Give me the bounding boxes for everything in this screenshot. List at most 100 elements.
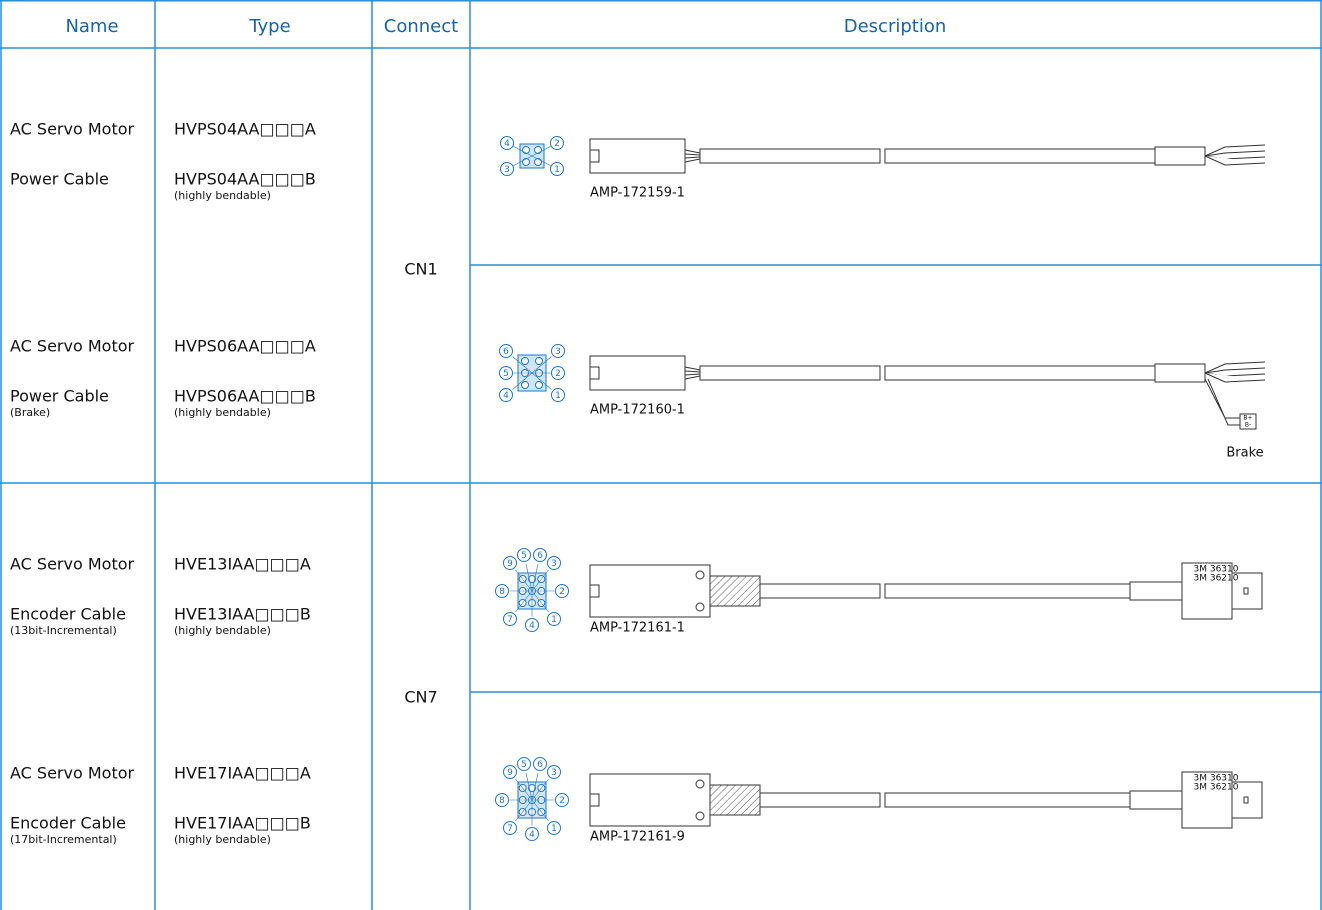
type: HVPS04AA□□□A [174,120,316,139]
brake-plug [1239,413,1257,430]
pin-number: 9 [507,559,513,569]
pin-circle [547,612,561,626]
pin-leader [513,145,533,157]
pin-hole [528,784,536,792]
wire [1204,372,1266,383]
plug [589,564,711,618]
pin-number: 3 [504,165,510,175]
pin-circle [503,821,517,835]
name: Power Cable [10,387,109,406]
type: HVPS06AA□□□B [174,387,316,406]
type-note: (highly bendable) [174,406,271,419]
pin-leader [512,356,533,374]
plug-latch [589,793,600,807]
pin-number: 1 [554,165,560,175]
pin-circle [547,765,561,779]
pin-circle [517,757,531,771]
pin-circle [500,136,514,150]
cable [884,148,1156,164]
type: HVE13IAA□□□B [174,605,311,624]
wire [684,373,701,376]
end-label: 3M 36210 [1194,574,1239,584]
pin-circle [503,556,517,570]
brake-wire [1204,378,1240,426]
pin-number: 2 [554,139,560,149]
pin-circle [555,793,569,807]
pin-hole [521,381,529,389]
name-note: (13bit-Incremental) [10,624,117,637]
pin-number: 5 [521,551,527,561]
type: HVE17IAA□□□A [174,764,311,783]
cable-boot [1154,363,1206,383]
cable-boot [1129,581,1186,601]
pin-number: 3 [551,559,557,569]
end-pin [1243,796,1249,804]
pin-number: 3 [551,768,557,778]
pin-leader [531,569,549,592]
pin-circle [550,136,564,150]
pin-number: 5 [503,369,509,379]
pin-number: 1 [551,824,557,834]
pin-circle [525,618,539,632]
pin-circle [495,793,509,807]
wire [1204,150,1266,157]
pin-circle [551,344,565,358]
pin-circle [495,584,509,598]
pin-circle [499,388,513,402]
screw [695,811,705,821]
name-note: (17bit-Incremental) [10,833,117,846]
type-note: (highly bendable) [174,833,271,846]
part-number: AMP-172160-1 [590,403,685,418]
plug-latch [589,366,600,380]
pin-circle [525,827,539,841]
pin-number: 7 [507,824,513,834]
connector: CN7 [404,688,437,707]
end-plug [1181,562,1233,620]
pin-hole [534,158,542,166]
pin-circle [503,765,517,779]
cable [884,583,1136,599]
pin-hole [534,146,542,154]
header: Description [844,16,947,37]
end-label: 3M 36310 [1194,565,1239,575]
name: AC Servo Motor [10,120,135,139]
pin-leader [525,563,533,592]
pin-circle [499,366,513,380]
pin-hole [535,357,543,365]
pin-hole [522,146,530,154]
pin-number: 4 [503,391,509,401]
pin-circle [547,821,561,835]
cable [759,792,881,808]
cable [699,365,881,381]
pin-number: 7 [507,615,513,625]
type: HVE13IAA□□□A [174,555,311,574]
cable [884,365,1156,381]
sleeve [709,784,761,816]
pin-leader [515,569,533,592]
pin-circle [547,556,561,570]
wire [684,153,701,156]
pin-number: 6 [537,551,543,561]
pin-number: 4 [504,139,510,149]
pin-circle [503,612,517,626]
pin-hole [528,575,536,583]
pin-number: 8 [499,587,505,597]
plug-latch [589,584,600,598]
header: Connect [384,16,458,37]
wire [684,158,701,163]
part-number: AMP-172159-1 [590,186,685,201]
pin-leader [513,155,533,167]
pin-circle [550,162,564,176]
pin-number: 9 [507,768,513,778]
plug [589,355,686,391]
connector: CN1 [404,260,437,279]
pin-number: 5 [521,760,527,770]
end-label: 3M 36210 [1194,783,1239,793]
type: HVPS06AA□□□A [174,337,316,356]
pin-leader [531,145,551,157]
type: HVPS04AA□□□B [174,170,316,189]
pin-leader [515,590,533,613]
pin-number: 2 [559,587,565,597]
